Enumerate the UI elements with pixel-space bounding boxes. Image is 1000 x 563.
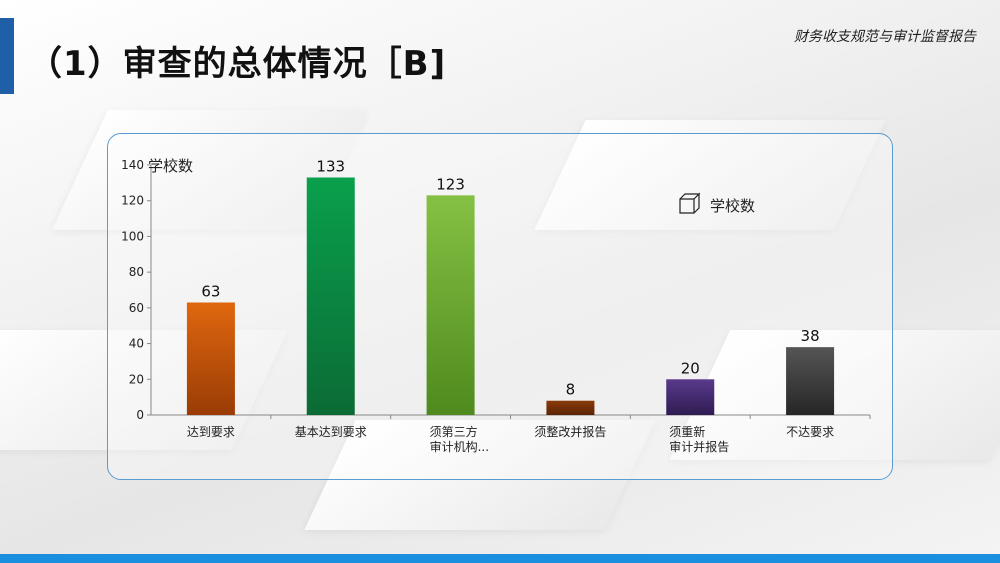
legend: 学校数 bbox=[679, 192, 755, 215]
y-tick-label: 0 bbox=[136, 408, 144, 422]
x-tick-label: 须重新审计并报告 bbox=[669, 424, 729, 454]
data-label: 20 bbox=[681, 359, 700, 377]
x-tick-label-line: 须整改并报告 bbox=[534, 424, 606, 439]
data-label: 63 bbox=[201, 283, 220, 301]
x-tick-label-line: 须第三方 bbox=[430, 424, 478, 439]
y-axis-label: 学校数 bbox=[148, 157, 193, 175]
y-tick-label: 20 bbox=[129, 372, 144, 386]
title-accent-bar bbox=[0, 18, 14, 94]
x-tick-label-line: 达到要求 bbox=[187, 425, 235, 439]
cube-icon bbox=[679, 192, 701, 214]
bar bbox=[786, 347, 835, 415]
bottom-accent-bar bbox=[0, 554, 1000, 563]
x-tick-label: 须第三方审计机构... bbox=[430, 424, 489, 454]
legend-label: 学校数 bbox=[710, 197, 755, 215]
y-tick-label: 40 bbox=[129, 337, 144, 351]
bar bbox=[306, 177, 355, 415]
x-tick-label-line: 须重新 bbox=[669, 424, 705, 439]
bar bbox=[666, 379, 715, 415]
y-tick-label: 60 bbox=[129, 301, 144, 315]
y-tick-label: 100 bbox=[121, 229, 144, 243]
y-tick-label: 120 bbox=[121, 194, 144, 208]
header-subtitle: 财务收支规范与审计监督报告 bbox=[794, 29, 976, 45]
y-tick-label: 80 bbox=[129, 265, 144, 279]
y-tick-label: 140 bbox=[121, 158, 144, 172]
x-tick-label: 不达要求 bbox=[786, 425, 834, 439]
bar bbox=[426, 195, 475, 415]
data-label: 38 bbox=[801, 327, 820, 345]
chart-container bbox=[107, 133, 893, 480]
x-tick-label: 基本达到要求 bbox=[295, 425, 367, 439]
x-tick-label: 达到要求 bbox=[187, 425, 235, 439]
bar bbox=[546, 400, 595, 415]
x-tick-label-line: 基本达到要求 bbox=[295, 425, 367, 439]
data-label: 123 bbox=[436, 175, 465, 193]
x-tick-label-line: 不达要求 bbox=[786, 425, 834, 439]
data-label: 133 bbox=[316, 158, 345, 176]
x-tick-label-line: 审计并报告 bbox=[669, 439, 729, 454]
data-label: 8 bbox=[566, 381, 576, 399]
bar bbox=[186, 302, 235, 415]
page-title: （1）审查的总体情况［B] bbox=[28, 44, 447, 84]
x-tick-label-line: 审计机构... bbox=[430, 439, 489, 454]
x-tick-label: 须整改并报告 bbox=[534, 424, 606, 439]
